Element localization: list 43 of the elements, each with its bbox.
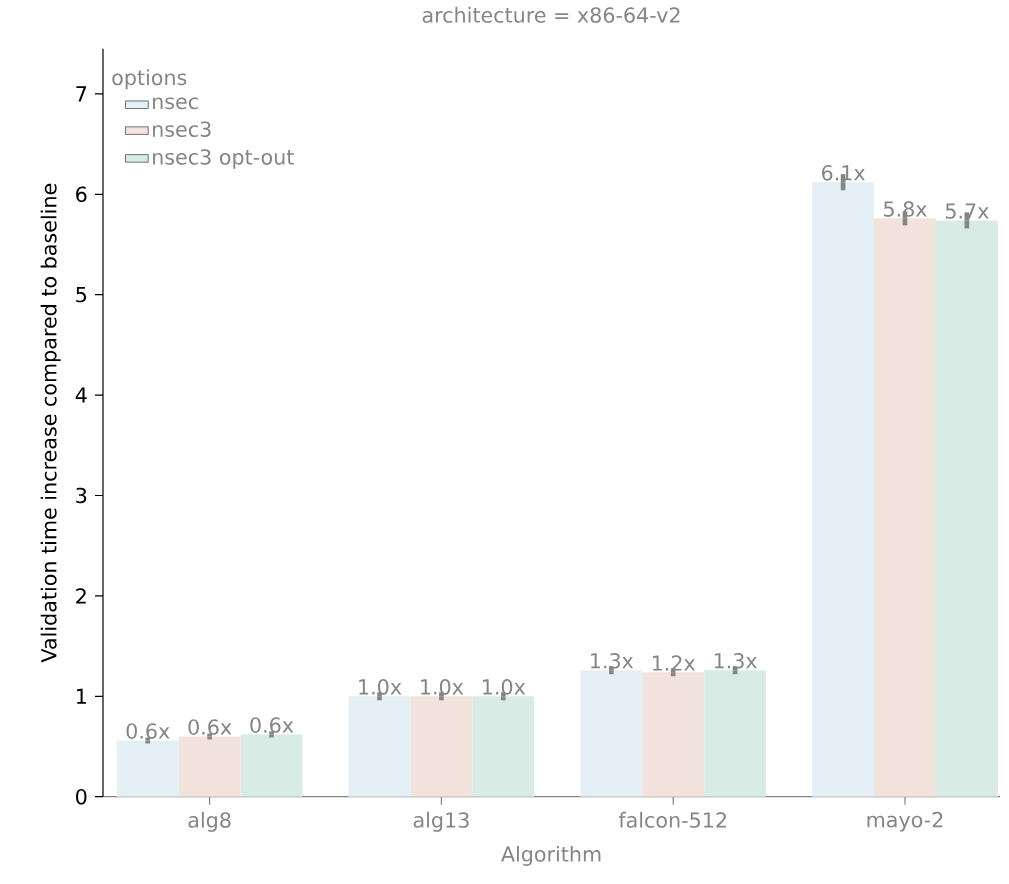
y-axis-title: Validation time increase compared to baseline [40,184,61,663]
data-label: 6.1x [821,165,865,181]
data-label: 1.0x [483,679,526,695]
y-tick-label: 1 [76,688,86,704]
legend-title: options [112,69,187,90]
x-axis-title: Algorithm [501,846,601,867]
y-tick-label: 6 [76,186,87,203]
data-label: 1.3x [591,653,634,669]
bar [874,218,936,797]
data-label: 1.0x [359,679,402,695]
bar [116,740,179,797]
data-label: 5.7x [945,203,989,219]
y-tick-label: 0 [76,789,87,805]
bar [704,670,767,797]
bar [935,220,998,797]
data-label: 0.6x [126,723,170,740]
y-tick-label: 2 [76,588,86,604]
legend-label: nsec3 opt-out [153,149,294,169]
bar [348,696,411,797]
legend-label: nsec [153,97,198,110]
legend-label: nsec3 [153,121,211,138]
data-label: 1.3x [714,653,757,669]
bar [812,182,875,797]
bar [178,736,241,797]
chart-title: architecture = x86-64-v2 [422,7,680,24]
data-label: 5.8x [884,201,927,217]
bar [472,696,535,797]
data-label: 1.2x [652,655,696,671]
y-tick-label: 7 [76,86,87,102]
x-tick-label: alg13 [413,812,469,833]
bar [642,672,705,797]
y-tick-label: 4 [75,387,87,403]
bar [410,696,473,797]
y-tick-label: 5 [76,287,87,303]
data-label: 0.6x [250,717,294,733]
x-tick-label: mayo-2 [867,812,943,832]
data-label: 0.6x [188,719,232,735]
y-tick-label: 3 [76,487,87,504]
bar [240,734,303,797]
x-tick-label: falcon-512 [618,812,726,828]
x-tick-label: alg8 [188,812,231,833]
bar [580,670,643,797]
data-label: 1.0x [421,679,464,695]
